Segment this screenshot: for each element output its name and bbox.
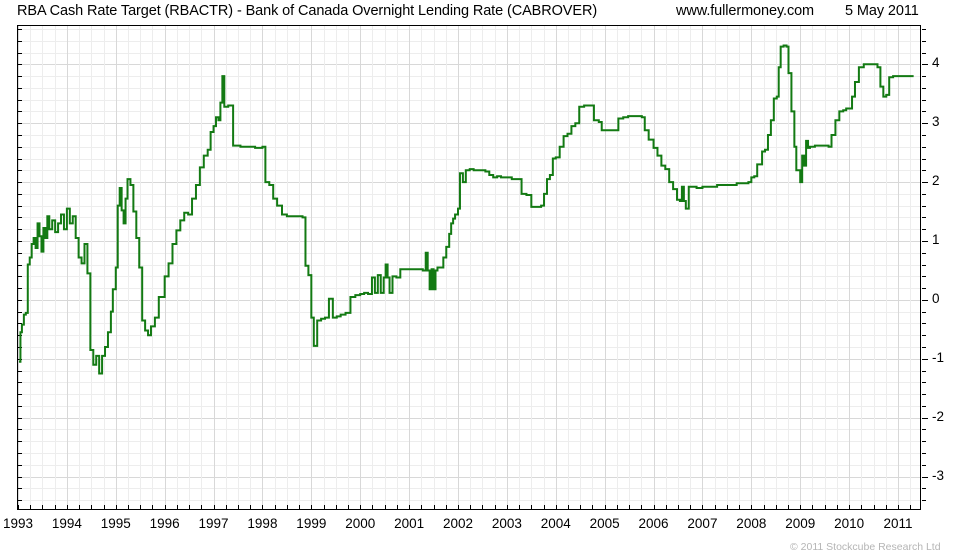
y-axis-minor-tick	[922, 347, 926, 348]
plot-area	[17, 25, 921, 510]
x-axis-tick-label: 1993	[2, 516, 34, 531]
y-axis-minor-tick	[922, 217, 926, 218]
y-axis-minor-tick	[922, 335, 926, 336]
y-axis-minor-tick	[922, 418, 926, 419]
y-axis-minor-tick	[922, 111, 926, 112]
y-axis-minor-tick	[922, 241, 926, 242]
x-axis-tick-label: 1996	[149, 516, 180, 531]
x-axis-tick-label: 2007	[687, 516, 718, 531]
y-axis-tick-label: 4	[932, 55, 940, 71]
x-axis-tick-label: 1995	[100, 516, 131, 531]
y-axis-minor-tick	[922, 88, 926, 89]
grid-major-horizontal	[18, 64, 920, 478]
y-axis-minor-tick	[922, 441, 926, 442]
x-axis-tick-label: 2009	[785, 516, 816, 531]
y-axis-tick-label: -2	[932, 408, 945, 424]
y-axis-minor-tick	[922, 429, 926, 430]
chart-date-label: 5 May 2011	[845, 3, 919, 19]
y-axis-minor-tick	[922, 253, 926, 254]
y-axis-minor-tick	[922, 170, 926, 171]
x-axis-tick-label: 2003	[491, 516, 522, 531]
source-website-label: www.fullermoney.com	[676, 3, 815, 19]
y-axis-minor-tick	[922, 182, 926, 183]
x-axis-tick-label: 2008	[736, 516, 767, 531]
y-axis-minor-tick	[922, 312, 926, 313]
series-line-0	[18, 44, 914, 375]
y-axis-minor-tick	[922, 300, 926, 301]
y-axis-minor-tick	[922, 100, 926, 101]
y-axis-minor-tick	[922, 206, 926, 207]
grid-major-vertical	[18, 26, 899, 509]
x-axis-tick-label: 1999	[296, 516, 327, 531]
y-axis-minor-tick	[922, 265, 926, 266]
y-axis-tick-label: 3	[932, 114, 940, 130]
y-axis-minor-tick	[922, 29, 926, 30]
y-axis-minor-tick	[922, 500, 926, 501]
y-axis-minor-tick	[922, 76, 926, 77]
y-axis-minor-tick	[922, 276, 926, 277]
y-axis-minor-tick	[922, 64, 926, 65]
y-axis-minor-tick	[922, 288, 926, 289]
y-axis-tick-label: -1	[932, 349, 945, 365]
copyright-notice: © 2011 Stockcube Research Ltd	[790, 541, 941, 553]
y-axis-minor-tick	[922, 229, 926, 230]
x-axis-tick-label: 2000	[345, 516, 376, 531]
y-axis-tick-label: 0	[932, 290, 940, 306]
y-axis-minor-tick	[922, 41, 926, 42]
x-axis-tick-label: 1994	[51, 516, 82, 531]
x-axis-tick-label: 1997	[198, 516, 229, 531]
y-axis-minor-tick	[922, 465, 926, 466]
x-axis-tick-label: 2006	[638, 516, 669, 531]
y-axis-minor-tick	[922, 135, 926, 136]
x-axis-tick-label: 2005	[589, 516, 620, 531]
y-axis-minor-tick	[922, 159, 926, 160]
y-axis-minor-tick	[922, 359, 926, 360]
grid-minor-horizontal	[18, 29, 920, 501]
y-axis-minor-tick	[922, 371, 926, 372]
y-axis-minor-tick	[922, 53, 926, 54]
y-axis-tick-label: 2	[932, 173, 940, 189]
y-axis-minor-tick	[922, 147, 926, 148]
y-axis-minor-tick	[922, 477, 926, 478]
x-axis-tick-label: 2004	[540, 516, 571, 531]
chart-header: RBA Cash Rate Target (RBACTR) - Bank of …	[0, 0, 980, 24]
y-axis-tick-label: -3	[932, 467, 945, 483]
y-axis-minor-tick	[922, 194, 926, 195]
y-axis-minor-tick	[922, 488, 926, 489]
x-axis-tick-label: 2011	[883, 516, 913, 531]
y-axis-minor-tick	[922, 453, 926, 454]
x-axis-tick-label: 1998	[247, 516, 278, 531]
chart-title: RBA Cash Rate Target (RBACTR) - Bank of …	[17, 3, 598, 19]
y-axis-minor-tick	[922, 406, 926, 407]
x-axis-tick-label: 2010	[834, 516, 865, 531]
y-axis-minor-tick	[922, 382, 926, 383]
x-axis-tick-label: 2001	[394, 516, 425, 531]
y-axis-minor-tick	[922, 323, 926, 324]
y-axis-tick-label: 1	[932, 231, 940, 247]
grid-minor-vertical	[30, 26, 911, 509]
y-axis-minor-tick	[922, 394, 926, 395]
chart-svg	[18, 26, 920, 509]
y-axis-minor-tick	[922, 123, 926, 124]
x-axis-tick-label: 2002	[442, 516, 474, 531]
